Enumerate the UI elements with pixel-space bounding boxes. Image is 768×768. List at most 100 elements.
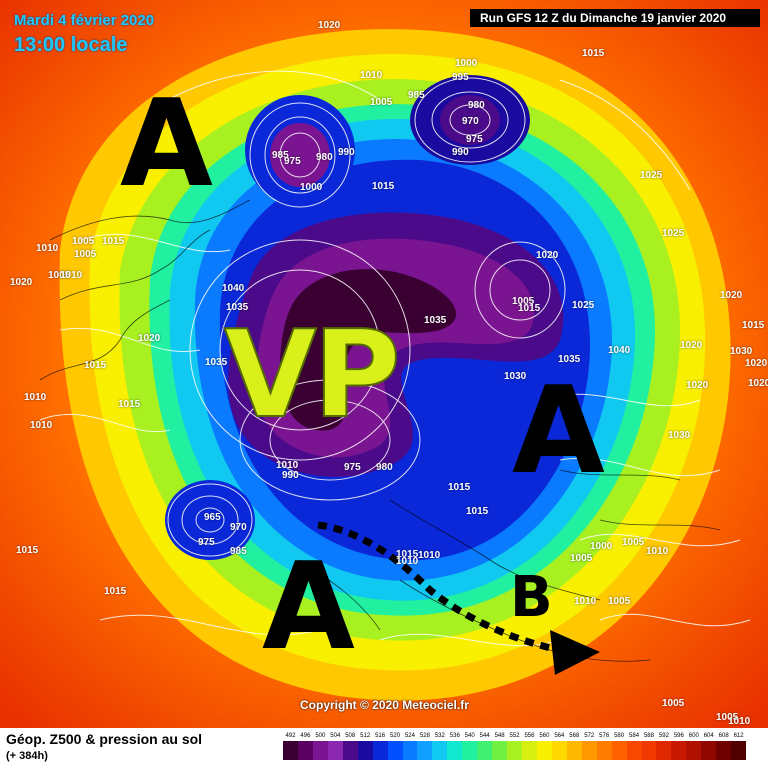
scale-label: 560 bbox=[539, 733, 550, 739]
run-info: Run GFS 12 Z du Dimanche 19 janvier 2020 bbox=[470, 9, 760, 27]
pressure-label: 1020 bbox=[686, 380, 709, 391]
scale-swatch bbox=[297, 741, 313, 760]
pressure-label: 1005 bbox=[716, 712, 739, 723]
forecast-date: Mardi 4 février 2020 bbox=[14, 12, 155, 29]
pressure-label: 1035 bbox=[424, 315, 447, 326]
scale-swatch bbox=[566, 741, 582, 760]
scale-label: 544 bbox=[479, 733, 490, 739]
pressure-label: 1040 bbox=[222, 283, 245, 294]
scale-swatch bbox=[656, 741, 672, 760]
scale-label: 568 bbox=[569, 733, 580, 739]
scale-label: 556 bbox=[524, 733, 535, 739]
pressure-label: 1015 bbox=[372, 181, 395, 192]
scale-swatch bbox=[402, 741, 418, 760]
pressure-label: 975 bbox=[466, 134, 483, 145]
annotation-anticyclone-south: A bbox=[262, 538, 355, 677]
scale-label: 496 bbox=[300, 733, 311, 739]
pressure-label: 1005 bbox=[72, 236, 95, 247]
pressure-label: 1020 bbox=[720, 290, 743, 301]
forecast-time: 13:00 locale bbox=[14, 34, 128, 56]
scale-swatch bbox=[492, 741, 508, 760]
pressure-label: 1000 bbox=[590, 541, 613, 552]
pressure-label: 1010 bbox=[418, 550, 441, 561]
scale-swatch bbox=[686, 741, 702, 760]
copyright: Copyright © 2020 Meteociel.fr bbox=[300, 698, 469, 712]
low-top-core bbox=[440, 95, 500, 145]
pressure-label: 1015 bbox=[396, 549, 419, 560]
color-scale-labels: 492 496 500 504 508 512 516 520 524 528 532 536 540 5… bbox=[283, 733, 746, 739]
scale-label: 608 bbox=[718, 733, 729, 739]
scale-label: 580 bbox=[614, 733, 625, 739]
pressure-label: 1005 bbox=[608, 596, 631, 607]
pressure-label: 985 bbox=[272, 150, 289, 161]
pressure-label: 990 bbox=[452, 147, 469, 158]
pressure-label: 1005 bbox=[570, 553, 593, 564]
pressure-label: 1030 bbox=[668, 430, 691, 441]
pressure-label: 980 bbox=[316, 152, 333, 163]
scale-swatch bbox=[447, 741, 463, 760]
pressure-label: 1015 bbox=[466, 506, 489, 517]
scale-swatch bbox=[342, 741, 358, 760]
pressure-label: 980 bbox=[376, 462, 393, 473]
pressure-label: 970 bbox=[462, 116, 479, 127]
scale-swatch bbox=[312, 741, 328, 760]
pressure-label: 1010 bbox=[574, 596, 597, 607]
pressure-label: 995 bbox=[452, 72, 469, 83]
coastlines bbox=[39, 199, 721, 662]
scale-swatch bbox=[477, 741, 493, 760]
pressure-label: 1020 bbox=[138, 333, 161, 344]
arrow-head bbox=[550, 630, 600, 675]
pressure-label: 990 bbox=[338, 147, 355, 158]
pressure-label: 990 bbox=[282, 470, 299, 481]
scale-label: 596 bbox=[673, 733, 684, 739]
pressure-label: 1000 bbox=[300, 182, 323, 193]
scale-label: 524 bbox=[404, 733, 415, 739]
scale-label: 516 bbox=[375, 733, 386, 739]
pressure-label: 1025 bbox=[572, 300, 595, 311]
pressure-label: 1005 bbox=[512, 296, 535, 307]
scale-swatch bbox=[701, 741, 717, 760]
pressure-label: 1020 bbox=[745, 358, 768, 369]
pressure-label: 1010 bbox=[60, 270, 83, 281]
scale-label: 520 bbox=[390, 733, 401, 739]
scale-label: 564 bbox=[554, 733, 565, 739]
scale-swatch bbox=[596, 741, 612, 760]
pressure-label: 1015 bbox=[104, 586, 127, 597]
weather-map bbox=[0, 0, 768, 728]
vortex-core bbox=[280, 269, 457, 431]
pressure-label: 975 bbox=[198, 537, 215, 548]
scale-swatch bbox=[716, 741, 732, 760]
scale-swatch bbox=[641, 741, 657, 760]
pressure-label: 1005 bbox=[74, 249, 97, 260]
pressure-label: 1010 bbox=[276, 460, 299, 471]
pressure-label: 1040 bbox=[608, 345, 631, 356]
pressure-label: 1010 bbox=[24, 392, 47, 403]
scale-swatch bbox=[432, 741, 448, 760]
pressure-label: 1010 bbox=[30, 420, 53, 431]
scale-label: 552 bbox=[509, 733, 520, 739]
scale-swatch bbox=[581, 741, 597, 760]
pressure-label: 970 bbox=[230, 522, 247, 533]
color-scale: 492 496 500 504 508 512 516 520 524 528 532 536 540 5… bbox=[283, 733, 747, 760]
pressure-label: 1005 bbox=[48, 270, 71, 281]
legend-subtitle: (+ 384h) bbox=[6, 750, 48, 762]
isobar-lines bbox=[39, 70, 751, 647]
pressure-label: 1010 bbox=[36, 243, 59, 254]
pressure-label: 1020 bbox=[680, 340, 703, 351]
scale-label: 504 bbox=[330, 733, 341, 739]
scale-swatch bbox=[462, 741, 478, 760]
scale-label: 492 bbox=[285, 733, 296, 739]
pressure-label: 985 bbox=[408, 90, 425, 101]
scale-label: 588 bbox=[643, 733, 654, 739]
annotation-polar-vortex: VP bbox=[223, 306, 402, 445]
pressure-label: 1015 bbox=[16, 545, 39, 556]
color-scale-bar bbox=[283, 741, 747, 760]
scale-label: 528 bbox=[419, 733, 430, 739]
scale-swatch bbox=[507, 741, 522, 760]
pressure-label: 1015 bbox=[582, 48, 605, 59]
pressure-label: 1030 bbox=[504, 371, 527, 382]
scale-label: 592 bbox=[658, 733, 669, 739]
scale-label: 604 bbox=[703, 733, 714, 739]
scale-label: 572 bbox=[584, 733, 595, 739]
